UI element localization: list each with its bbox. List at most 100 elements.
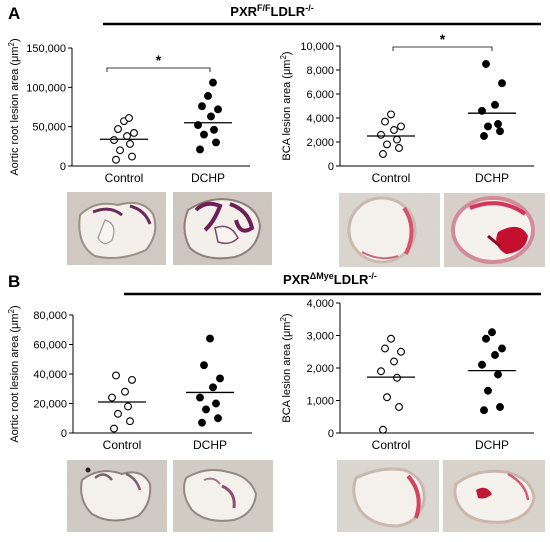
- data-point-dchp: [198, 418, 206, 427]
- y-axis-label-main: Aortic root lesion area (μm: [9, 313, 21, 442]
- data-point-dchp: [210, 125, 218, 134]
- y-tick-label: 0: [60, 161, 66, 173]
- data-point-control: [381, 344, 389, 353]
- significance-marker: *: [156, 52, 162, 68]
- micrograph-b-bca-dchp: [443, 460, 545, 532]
- y-tick-label: 3,000: [306, 331, 334, 343]
- data-point-dchp: [200, 361, 208, 370]
- y-tick-label: 60,000: [33, 340, 67, 352]
- genotype-label-a: PXRF/FLDLR-/-: [230, 3, 313, 19]
- y-tick-label: 1,000: [306, 396, 334, 408]
- data-point-control: [126, 417, 134, 426]
- data-point-control: [126, 140, 134, 148]
- y-tick-label: 0: [328, 428, 334, 440]
- data-point-dchp: [484, 386, 492, 395]
- y-tick-label: 50,000: [32, 122, 66, 134]
- y-tick-label: 2,000: [306, 137, 334, 149]
- genotype-a-sup2: -/-: [305, 3, 314, 13]
- data-point-control: [112, 155, 120, 164]
- y-tick-label: 20,000: [33, 399, 67, 411]
- data-point-control: [377, 130, 385, 139]
- y-axis-label-sup: 2: [7, 41, 16, 46]
- data-point-control: [108, 393, 116, 402]
- data-point-dchp: [494, 370, 502, 379]
- data-point-dchp: [206, 334, 214, 343]
- data-point-control: [397, 122, 405, 131]
- data-point-dchp: [202, 405, 210, 414]
- category-label-dchp: DCHP: [475, 171, 509, 185]
- y-axis-label: BCA lesion area (μm2): [279, 313, 293, 422]
- y-axis-label-main: BCA lesion area (μm: [281, 60, 293, 161]
- data-point-dchp: [488, 328, 496, 337]
- data-point-dchp: [200, 130, 208, 139]
- data-point-dchp: [498, 344, 506, 353]
- category-label-control: Control: [372, 171, 411, 185]
- data-point-control: [110, 424, 118, 433]
- data-point-dchp: [491, 351, 499, 359]
- y-tick-label: 2,000: [306, 363, 334, 375]
- data-point-dchp: [212, 399, 220, 408]
- data-point-control: [379, 150, 387, 158]
- y-axis-label: Aortic root lesion area (μm2): [7, 305, 21, 442]
- y-axis-label-end: ): [9, 38, 21, 42]
- data-point-control: [116, 146, 124, 155]
- data-point-control: [381, 117, 389, 126]
- y-axis-label-main: BCA lesion area (μm: [281, 322, 293, 423]
- genotype-label-b: PXRΔMyeLDLR-/-: [283, 271, 377, 287]
- genotype-b-mid: LDLR: [334, 272, 369, 287]
- data-point-dchp: [204, 92, 212, 100]
- genotype-b-sup2: -/-: [368, 271, 377, 281]
- data-point-dchp: [480, 406, 488, 415]
- data-point-control: [123, 132, 131, 141]
- category-label-dchp: DCHP: [475, 438, 509, 452]
- data-point-dchp: [478, 360, 486, 369]
- data-point-control: [383, 140, 391, 149]
- y-tick-label: 4,000: [306, 113, 334, 125]
- micrograph-a-aortic-control: [67, 192, 166, 265]
- data-point-dchp: [491, 100, 499, 109]
- chart-a-aortic-root: 0 50,000 100,000 150,000 Aortic root lesion …: [7, 38, 250, 185]
- genotype-b-base: PXR: [283, 272, 310, 287]
- y-axis-label-end: ): [281, 313, 293, 317]
- data-point-dchp: [482, 60, 490, 68]
- data-point-dchp: [194, 121, 202, 130]
- genotype-a-sup: F/F: [257, 3, 271, 13]
- y-axis-label-sup: 2: [7, 308, 16, 313]
- data-point-dchp: [198, 102, 206, 111]
- category-label-dchp: DCHP: [193, 438, 227, 452]
- y-tick-label: 8,000: [306, 65, 334, 77]
- data-point-control: [397, 347, 405, 356]
- data-point-control: [390, 357, 398, 366]
- micrograph-a-bca-dchp: [444, 193, 545, 267]
- chart-b-bca: 0 1,000 2,000 3,000 4,000 BCA lesion area (μm…: [279, 298, 534, 452]
- genotype-a-base: PXR: [230, 4, 257, 19]
- genotype-b-sup: ΔMye: [310, 271, 334, 281]
- y-tick-label: 150,000: [26, 43, 66, 55]
- micrograph-b-aortic-control: [67, 460, 167, 532]
- data-point-dchp: [214, 414, 222, 423]
- data-point-dchp: [196, 145, 204, 154]
- data-point-control: [383, 393, 391, 402]
- y-tick-label: 4,000: [306, 298, 334, 310]
- y-tick-label: 0: [328, 161, 334, 173]
- y-axis-label: Aortic root lesion area (μm2): [7, 38, 21, 175]
- data-point-control: [393, 135, 401, 144]
- y-axis-label-end: ): [281, 51, 293, 55]
- data-point-dchp: [482, 334, 490, 343]
- data-point-control: [128, 375, 136, 384]
- y-axis-label: BCA lesion area (μm2): [279, 51, 293, 160]
- y-tick-label: 0: [61, 428, 67, 440]
- micrograph-b-aortic-dchp: [173, 460, 273, 532]
- data-point-control: [125, 114, 133, 122]
- data-point-dchp: [478, 106, 486, 115]
- data-point-dchp: [214, 105, 222, 114]
- significance-bracket: [106, 67, 211, 72]
- data-point-control: [110, 136, 118, 144]
- chart-b-aortic-root: 0 20,000 40,000 60,000 80,000 Aortic root les…: [7, 305, 252, 452]
- micrograph-a-bca-control: [339, 193, 440, 267]
- y-axis-label-end: ): [9, 305, 21, 309]
- micrograph-a-aortic-dchp: [173, 192, 272, 265]
- data-point-control: [114, 125, 122, 133]
